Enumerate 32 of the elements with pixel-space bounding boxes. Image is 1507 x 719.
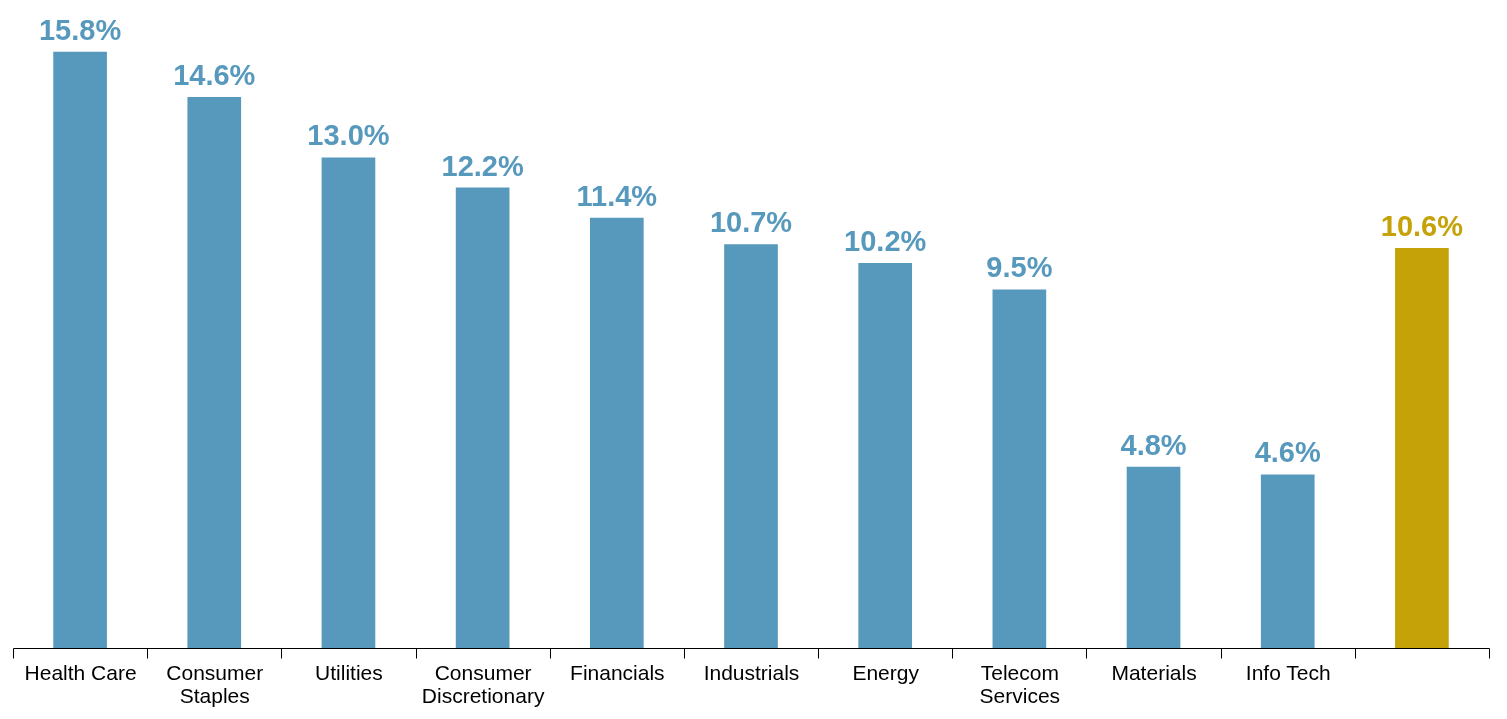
x-tick-label: Financials [570, 660, 665, 684]
x-tick-label: Health Care [24, 660, 137, 684]
bar [321, 157, 376, 648]
data-label: 9.5% [986, 251, 1053, 284]
data-label: 10.7% [709, 206, 793, 239]
data-label: 10.2% [844, 225, 927, 258]
data-label: 11.4% [576, 179, 658, 212]
x-tick-label: Utilities [315, 660, 383, 684]
bar [455, 187, 510, 648]
data-label: 10.6% [1380, 209, 1464, 242]
data-label: 15.8% [38, 13, 122, 46]
x-tick-label: Telecom Services [979, 660, 1061, 707]
data-label: 13.0% [307, 119, 390, 152]
bar [1260, 474, 1315, 648]
data-label: 4.6% [1254, 436, 1321, 469]
bar [724, 244, 778, 648]
bar [589, 217, 644, 648]
bar [992, 289, 1047, 648]
data-label: 14.6% [173, 58, 256, 91]
x-tick-label: Consumer Discretionary [421, 660, 545, 707]
bar [1126, 466, 1181, 648]
bar [858, 263, 913, 648]
data-label: 12.2% [441, 149, 524, 182]
x-tick-label: Info Tech [1245, 660, 1331, 684]
x-tick-label: Energy [852, 660, 920, 684]
bar [187, 96, 242, 648]
data-label: 4.8% [1120, 428, 1187, 461]
bar [1395, 247, 1449, 648]
x-tick-label: Industrials [703, 660, 800, 684]
x-tick-label: Materials [1111, 660, 1197, 684]
x-tick-label: Consumer Staples [166, 660, 264, 707]
bar [53, 51, 107, 648]
